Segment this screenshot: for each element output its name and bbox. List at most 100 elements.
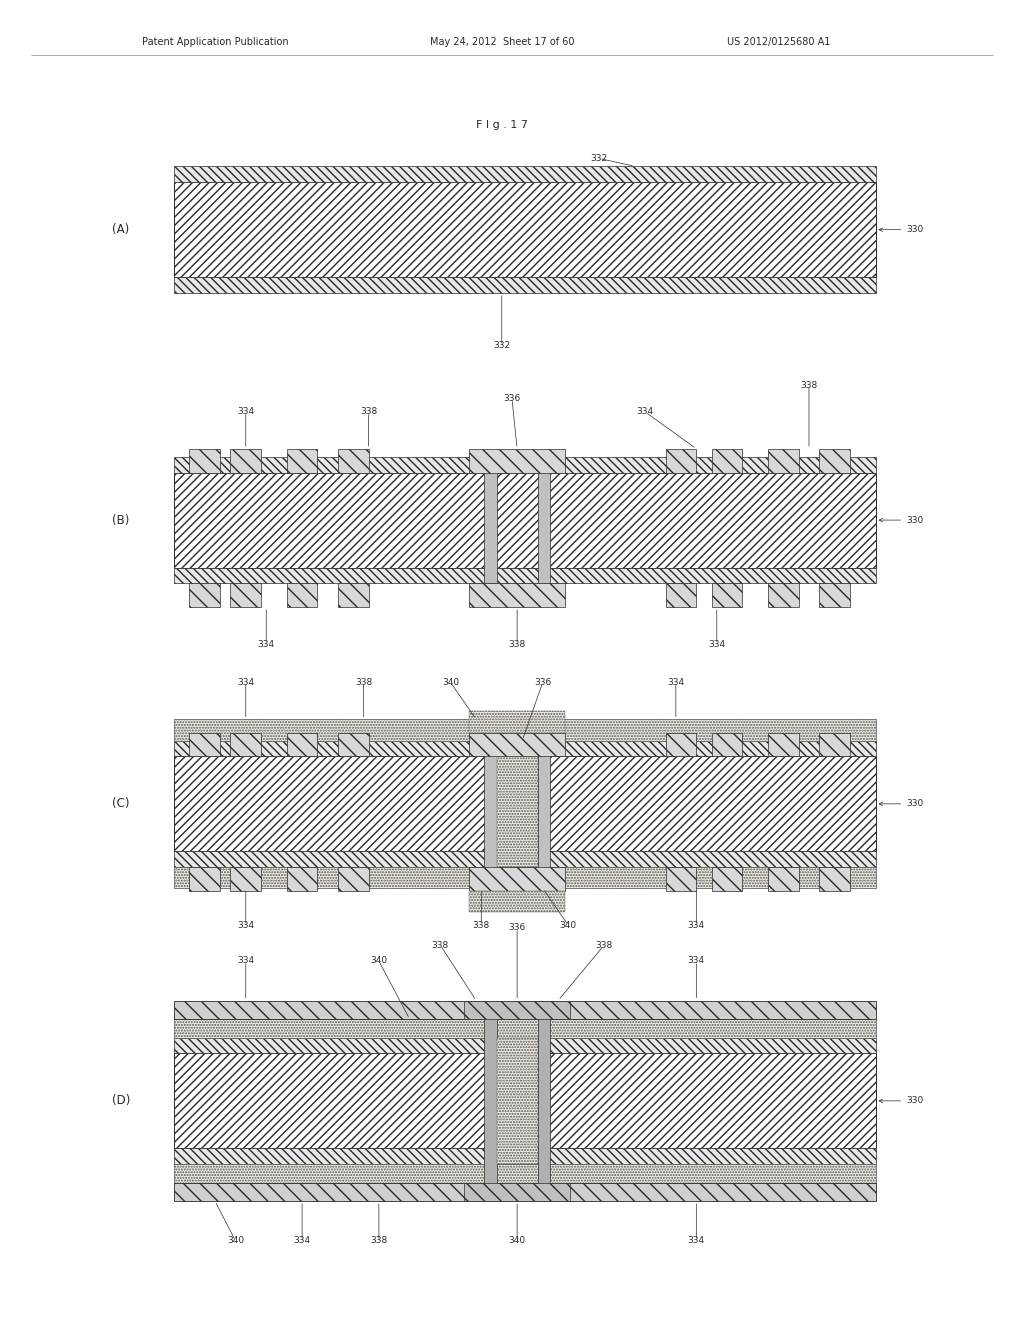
Text: 334: 334: [238, 921, 254, 929]
Text: 340: 340: [442, 678, 459, 686]
Bar: [174, 568, 876, 583]
Bar: [230, 733, 261, 756]
Text: 338: 338: [432, 941, 449, 949]
Bar: [189, 867, 220, 891]
Text: 330: 330: [879, 226, 924, 234]
Text: 336: 336: [509, 924, 525, 932]
Bar: [287, 733, 317, 756]
Text: 340: 340: [227, 1237, 244, 1245]
Bar: [768, 583, 799, 607]
Text: 334: 334: [709, 640, 725, 648]
Bar: [712, 583, 742, 607]
Bar: [338, 867, 369, 891]
Bar: [469, 891, 565, 912]
Bar: [538, 719, 550, 888]
Bar: [189, 449, 220, 473]
Bar: [174, 1019, 876, 1038]
Bar: [538, 457, 550, 583]
Text: (B): (B): [113, 513, 129, 527]
Bar: [174, 1053, 876, 1148]
Text: 334: 334: [238, 408, 254, 416]
Bar: [469, 449, 565, 473]
Text: 338: 338: [473, 921, 489, 929]
Bar: [287, 867, 317, 891]
Text: May 24, 2012  Sheet 17 of 60: May 24, 2012 Sheet 17 of 60: [429, 37, 574, 48]
Bar: [819, 867, 850, 891]
Bar: [819, 583, 850, 607]
Bar: [174, 182, 876, 277]
Bar: [484, 1001, 497, 1201]
Text: 336: 336: [504, 395, 520, 403]
Bar: [189, 583, 220, 607]
Bar: [174, 1148, 876, 1164]
Text: 334: 334: [238, 957, 254, 965]
Text: 332: 332: [494, 342, 510, 350]
Text: US 2012/0125680 A1: US 2012/0125680 A1: [727, 37, 829, 48]
Bar: [819, 733, 850, 756]
Bar: [666, 449, 696, 473]
Bar: [469, 711, 565, 733]
Bar: [174, 851, 876, 867]
Bar: [712, 867, 742, 891]
Text: (A): (A): [113, 223, 129, 236]
Text: 338: 338: [360, 408, 377, 416]
Bar: [338, 449, 369, 473]
Bar: [469, 733, 565, 756]
Text: 334: 334: [637, 408, 653, 416]
Text: 330: 330: [879, 1097, 924, 1105]
Bar: [287, 449, 317, 473]
Bar: [174, 473, 876, 568]
Bar: [666, 583, 696, 607]
Text: 340: 340: [509, 1237, 525, 1245]
Bar: [174, 457, 876, 473]
Bar: [174, 277, 876, 293]
Bar: [338, 583, 369, 607]
Bar: [174, 1001, 876, 1019]
Text: 334: 334: [688, 1237, 705, 1245]
Bar: [712, 449, 742, 473]
Bar: [469, 867, 565, 891]
Text: 338: 338: [371, 1237, 387, 1245]
Bar: [469, 583, 565, 607]
Bar: [174, 1164, 876, 1183]
Bar: [189, 733, 220, 756]
Text: 332: 332: [591, 154, 607, 162]
Text: 340: 340: [371, 957, 387, 965]
Text: Patent Application Publication: Patent Application Publication: [141, 37, 289, 48]
Bar: [768, 733, 799, 756]
Bar: [174, 867, 876, 888]
Bar: [174, 756, 876, 851]
Bar: [666, 733, 696, 756]
Bar: [287, 583, 317, 607]
Text: 334: 334: [238, 678, 254, 686]
Bar: [484, 719, 497, 888]
Text: 334: 334: [294, 1237, 310, 1245]
Bar: [819, 449, 850, 473]
Bar: [768, 867, 799, 891]
Bar: [464, 1001, 570, 1019]
Text: 336: 336: [535, 678, 551, 686]
Bar: [174, 719, 876, 741]
Text: 340: 340: [560, 921, 577, 929]
Bar: [712, 733, 742, 756]
Text: 338: 338: [801, 381, 817, 389]
Text: 330: 330: [879, 800, 924, 808]
Bar: [174, 1038, 876, 1053]
Bar: [666, 867, 696, 891]
Text: 334: 334: [688, 957, 705, 965]
Bar: [230, 449, 261, 473]
Text: (D): (D): [112, 1094, 130, 1107]
Bar: [538, 1001, 550, 1201]
Text: 334: 334: [668, 678, 684, 686]
Text: 338: 338: [596, 941, 612, 949]
Bar: [497, 741, 538, 867]
Text: 338: 338: [509, 640, 525, 648]
Bar: [464, 1183, 570, 1201]
Text: 334: 334: [258, 640, 274, 648]
Bar: [174, 1183, 876, 1201]
Bar: [497, 1038, 538, 1164]
Text: 330: 330: [879, 516, 924, 524]
Text: 338: 338: [355, 678, 372, 686]
Bar: [484, 457, 497, 583]
Bar: [768, 449, 799, 473]
